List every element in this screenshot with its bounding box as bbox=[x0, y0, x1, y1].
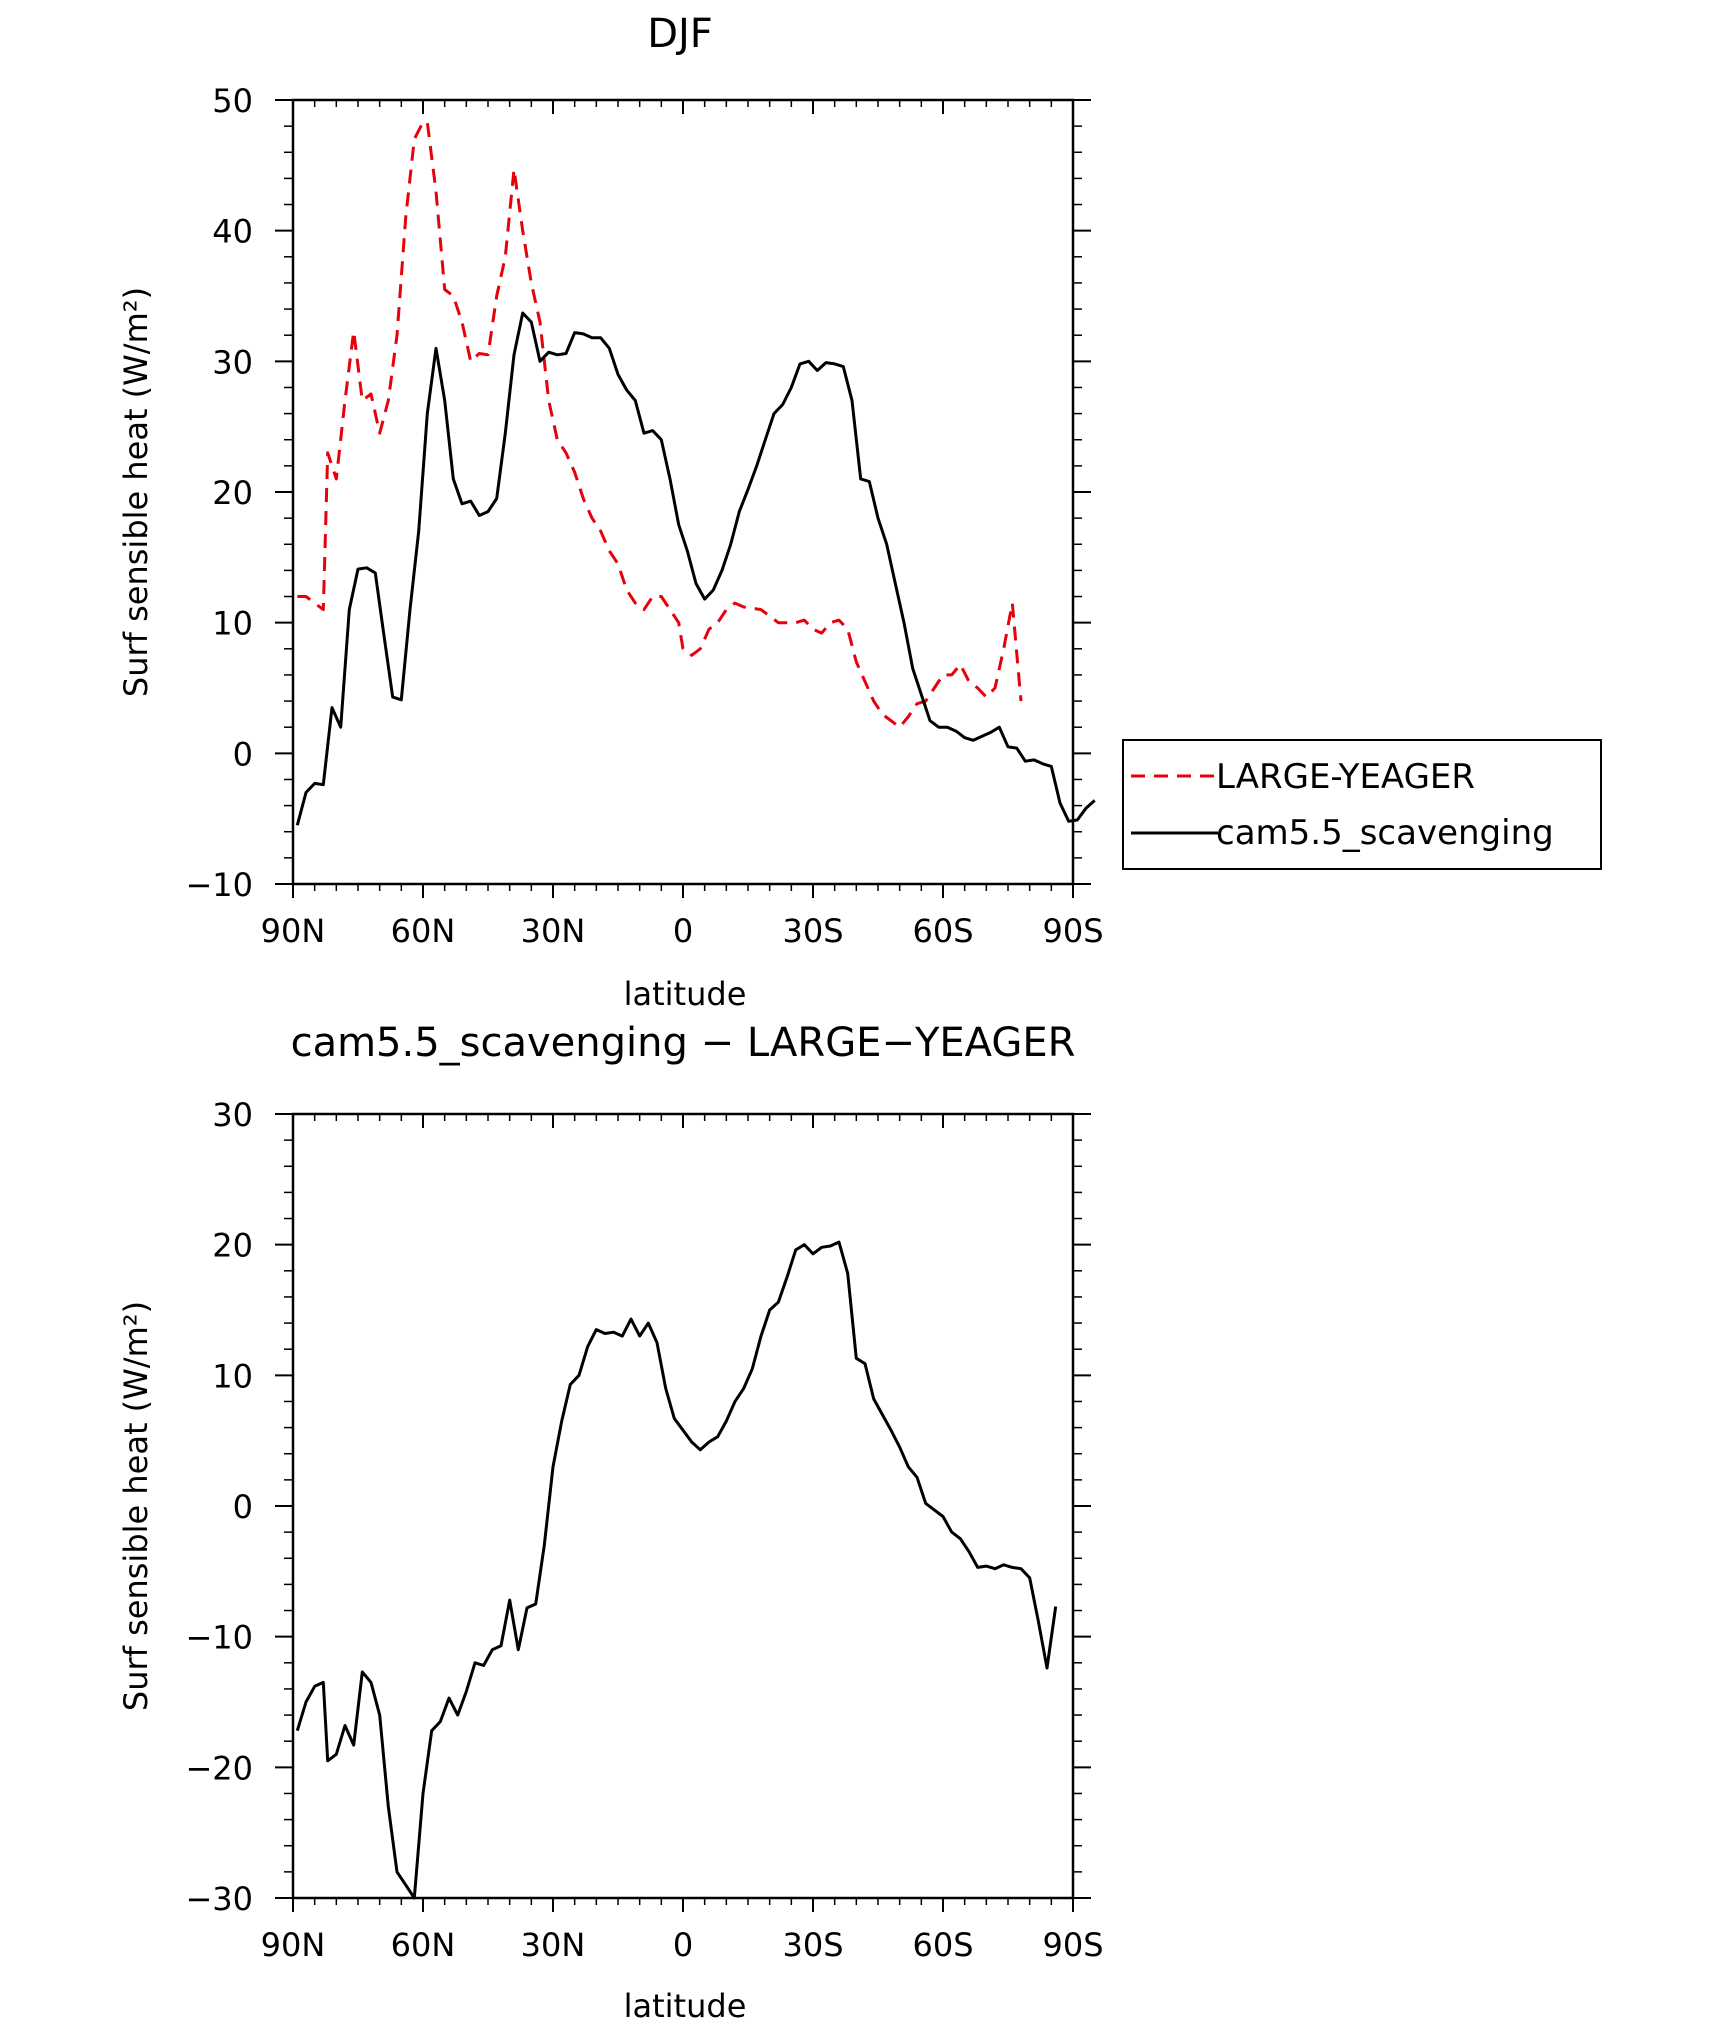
x-tick-label: 90S bbox=[1042, 1926, 1103, 1964]
y-tick-label: −10 bbox=[185, 1619, 253, 1657]
legend: LARGE-YEAGER cam5.5_scavenging bbox=[1122, 739, 1602, 870]
panel-bottom: cam5.5_scavenging − LARGE−YEAGER 90N 60N 3… bbox=[117, 1020, 1104, 2021]
y-axis-label-bottom: Surf sensible heat (W/m²) bbox=[117, 1301, 155, 1711]
x-tick-label: 90S bbox=[1042, 912, 1103, 950]
x-tick-label: 0 bbox=[673, 912, 693, 950]
y-tick-label: −20 bbox=[185, 1749, 253, 1787]
plot-area-top bbox=[295, 120, 1096, 826]
plot-frame-bottom bbox=[291, 1112, 1075, 1900]
x-tick-label: 60N bbox=[391, 1926, 456, 1964]
x-tick-label: 30N bbox=[521, 1926, 586, 1964]
plot-area-bottom bbox=[295, 1240, 1058, 1900]
x-tick-label: 90N bbox=[261, 912, 326, 950]
series-line-large-yeager bbox=[297, 120, 1023, 729]
axes-ticks-top: 90N 60N 30N 0 30S 60S 90S 50 40 30 20 10 0 −10 bbox=[185, 82, 1103, 950]
legend-label-cam55: cam5.5_scavenging bbox=[1216, 813, 1554, 853]
x-axis-label-bottom: latitude bbox=[624, 1987, 747, 2021]
y-tick-label: 10 bbox=[212, 605, 253, 643]
plot-frame-top bbox=[291, 98, 1075, 886]
axes-ticks-bottom: 90N 60N 30N 0 30S 60S 90S 30 20 10 0 −10 −20 −30 bbox=[185, 1096, 1103, 1964]
y-tick-label: 10 bbox=[212, 1357, 253, 1395]
y-tick-label: −30 bbox=[185, 1880, 253, 1918]
y-tick-label: 20 bbox=[212, 474, 253, 512]
x-tick-label: 30S bbox=[782, 912, 843, 950]
legend-label-large-yeager: LARGE-YEAGER bbox=[1216, 757, 1475, 797]
y-tick-label: 30 bbox=[212, 343, 253, 381]
y-axis-label-top: Surf sensible heat (W/m²) bbox=[117, 287, 155, 697]
x-axis-label-top: latitude bbox=[624, 975, 747, 1013]
panel-top: DJF 90N 60N 30N 0 30S 60S 90S 50 40 30 20 10 0 −10 la… bbox=[117, 11, 1104, 1013]
y-tick-label: 30 bbox=[212, 1096, 253, 1134]
y-tick-label: 50 bbox=[212, 82, 253, 120]
x-tick-label: 60S bbox=[912, 912, 973, 950]
x-tick-label: 0 bbox=[673, 1926, 693, 1964]
y-tick-label: −10 bbox=[185, 866, 253, 904]
x-tick-label: 30S bbox=[782, 1926, 843, 1964]
y-tick-label: 40 bbox=[212, 213, 253, 251]
y-tick-label: 0 bbox=[233, 735, 253, 773]
x-tick-label: 30N bbox=[521, 912, 586, 950]
x-tick-label: 60S bbox=[912, 1926, 973, 1964]
y-tick-label: 20 bbox=[212, 1227, 253, 1265]
legend-box bbox=[1122, 739, 1602, 870]
panel-title-bottom: cam5.5_scavenging − LARGE−YEAGER bbox=[291, 1020, 1076, 1066]
x-tick-label: 60N bbox=[391, 912, 456, 950]
y-tick-label: 0 bbox=[233, 1488, 253, 1526]
x-tick-label: 90N bbox=[261, 1926, 326, 1964]
series-line-cam5-5-scavenging bbox=[295, 311, 1096, 826]
series-line-difference bbox=[295, 1240, 1058, 1900]
panel-title-top: DJF bbox=[647, 11, 713, 57]
